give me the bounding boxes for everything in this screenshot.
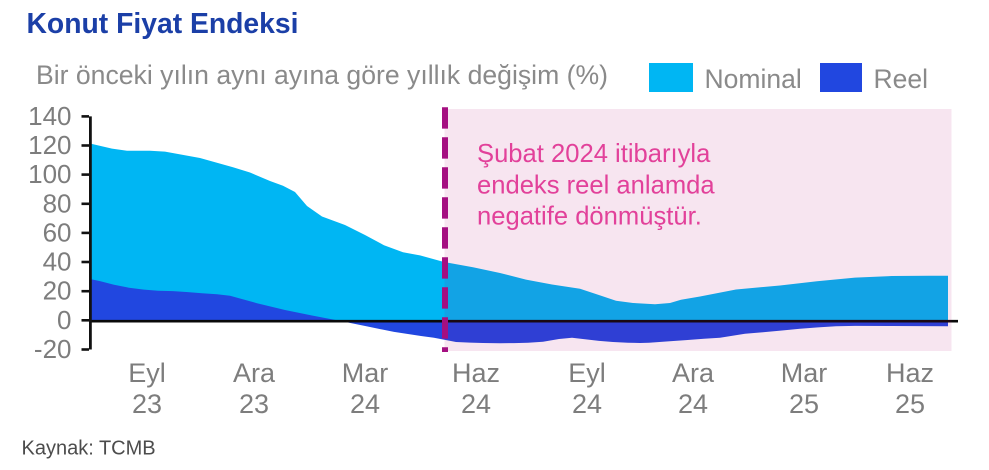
svg-text:120: 120	[28, 130, 71, 160]
svg-text:Haz: Haz	[886, 358, 934, 388]
svg-text:Bir önceki yılın aynı ayına gö: Bir önceki yılın aynı ayına göre yıllık …	[36, 60, 608, 90]
svg-text:23: 23	[239, 389, 269, 419]
svg-text:0: 0	[57, 305, 71, 335]
svg-text:140: 140	[28, 101, 71, 131]
svg-text:Konut Fiyat Endeksi: Konut Fiyat Endeksi	[27, 7, 299, 39]
svg-text:Ara: Ara	[672, 358, 715, 388]
svg-text:80: 80	[43, 188, 72, 218]
svg-text:-20: -20	[34, 334, 72, 364]
svg-text:Mar: Mar	[342, 358, 389, 388]
svg-text:Mar: Mar	[781, 358, 828, 388]
svg-text:Haz: Haz	[452, 358, 500, 388]
svg-text:endeks reel anlamda: endeks reel anlamda	[477, 172, 715, 200]
svg-text:24: 24	[572, 389, 602, 419]
svg-text:20: 20	[43, 276, 72, 306]
svg-text:Ara: Ara	[233, 358, 276, 388]
svg-text:25: 25	[895, 389, 925, 419]
svg-text:Eyl: Eyl	[568, 358, 606, 388]
svg-text:60: 60	[43, 217, 72, 247]
svg-text:Şubat 2024 itibarıyla: Şubat 2024 itibarıyla	[477, 140, 711, 168]
svg-text:40: 40	[43, 247, 72, 277]
svg-text:24: 24	[678, 389, 708, 419]
svg-text:24: 24	[350, 389, 380, 419]
svg-text:25: 25	[789, 389, 819, 419]
svg-text:23: 23	[132, 389, 162, 419]
svg-text:24: 24	[461, 389, 491, 419]
svg-text:Nominal: Nominal	[705, 64, 802, 94]
svg-text:100: 100	[28, 159, 71, 189]
svg-text:Reel: Reel	[874, 64, 929, 94]
svg-text:Eyl: Eyl	[128, 358, 166, 388]
svg-text:Kaynak: TCMB: Kaynak: TCMB	[22, 438, 156, 460]
svg-text:negatife dönmüştür.: negatife dönmüştür.	[477, 203, 702, 231]
